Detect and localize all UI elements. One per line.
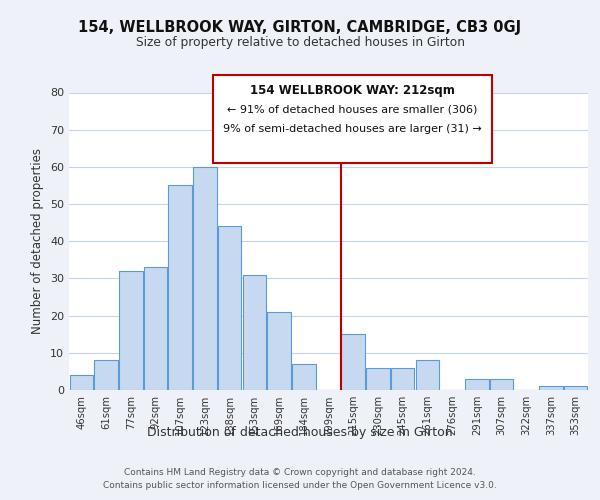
Bar xyxy=(292,364,316,390)
Bar xyxy=(94,360,118,390)
Bar xyxy=(268,312,291,390)
Bar xyxy=(539,386,563,390)
Bar xyxy=(119,271,143,390)
Bar xyxy=(169,186,192,390)
Bar xyxy=(391,368,415,390)
Bar xyxy=(242,274,266,390)
Bar xyxy=(341,334,365,390)
Bar xyxy=(144,268,167,390)
Bar xyxy=(564,386,587,390)
Bar xyxy=(366,368,389,390)
Text: Contains HM Land Registry data © Crown copyright and database right 2024.: Contains HM Land Registry data © Crown c… xyxy=(124,468,476,477)
Bar xyxy=(193,167,217,390)
Text: 154 WELLBROOK WAY: 212sqm: 154 WELLBROOK WAY: 212sqm xyxy=(250,84,455,97)
Text: Contains public sector information licensed under the Open Government Licence v3: Contains public sector information licen… xyxy=(103,480,497,490)
Text: ← 91% of detached houses are smaller (306): ← 91% of detached houses are smaller (30… xyxy=(227,105,478,115)
Text: 154, WELLBROOK WAY, GIRTON, CAMBRIDGE, CB3 0GJ: 154, WELLBROOK WAY, GIRTON, CAMBRIDGE, C… xyxy=(79,20,521,35)
Text: Size of property relative to detached houses in Girton: Size of property relative to detached ho… xyxy=(136,36,464,49)
Y-axis label: Number of detached properties: Number of detached properties xyxy=(31,148,44,334)
Text: Distribution of detached houses by size in Girton: Distribution of detached houses by size … xyxy=(147,426,453,439)
Bar xyxy=(416,360,439,390)
Bar xyxy=(218,226,241,390)
Text: 9% of semi-detached houses are larger (31) →: 9% of semi-detached houses are larger (3… xyxy=(223,124,482,134)
Bar xyxy=(70,375,93,390)
Bar xyxy=(465,379,488,390)
Bar xyxy=(490,379,513,390)
